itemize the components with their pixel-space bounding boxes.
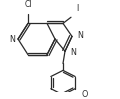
Text: N: N [77,31,83,40]
Text: I: I [76,4,78,13]
Text: N: N [70,48,76,57]
Text: N: N [9,35,15,44]
Text: Cl: Cl [24,0,32,9]
Text: O: O [81,90,87,99]
